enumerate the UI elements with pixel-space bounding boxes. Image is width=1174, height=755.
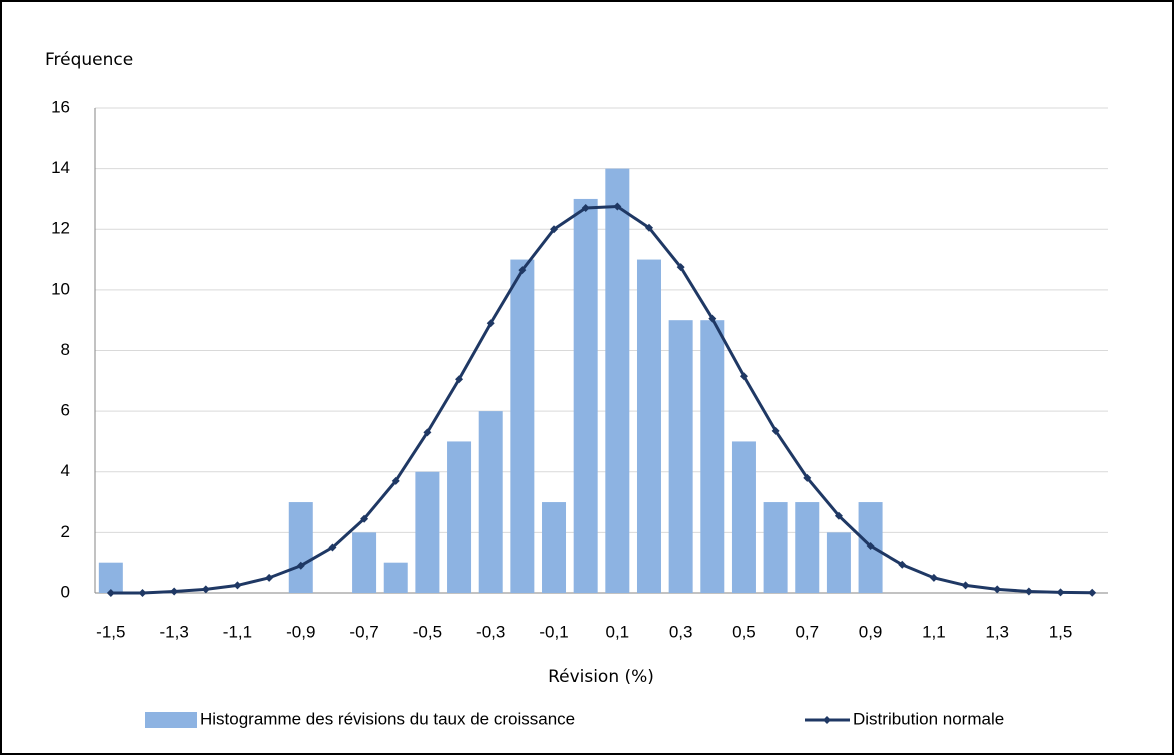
- x-tick-label: 0,9: [859, 622, 883, 641]
- y-tick-label: 10: [51, 279, 70, 298]
- x-tick-label: -1,3: [159, 622, 188, 641]
- line-marker: [993, 585, 1002, 594]
- line-marker: [929, 573, 938, 582]
- bar: [605, 168, 630, 593]
- bar: [763, 502, 788, 593]
- bar: [447, 441, 472, 593]
- bar: [383, 562, 408, 593]
- bar: [478, 411, 503, 593]
- line-marker: [138, 589, 147, 597]
- y-tick-label: 12: [51, 219, 70, 238]
- x-tick-label: 0,5: [732, 622, 756, 641]
- line-marker: [739, 372, 748, 381]
- x-tick-label: -1,1: [223, 622, 252, 641]
- line-marker: [550, 225, 559, 234]
- y-tick-label: 0: [61, 582, 70, 601]
- bar: [795, 502, 820, 593]
- line-marker: [1024, 587, 1033, 596]
- line-marker: [391, 476, 400, 485]
- bar: [700, 320, 725, 593]
- line-marker: [1056, 588, 1065, 597]
- y-tick-label: 16: [51, 97, 70, 116]
- x-tick-label: 1,5: [1049, 622, 1073, 641]
- x-tick-label: -0,5: [413, 622, 442, 641]
- y-axis-label: Fréquence: [45, 50, 133, 70]
- x-tick-label: 1,1: [922, 622, 946, 641]
- y-tick-label: 6: [61, 401, 70, 420]
- bar: [510, 259, 535, 593]
- line-marker: [423, 428, 432, 437]
- line-marker: [455, 375, 464, 384]
- x-axis-label: Révision (%): [548, 667, 654, 687]
- line-marker: [328, 543, 337, 552]
- line-marker: [265, 573, 274, 582]
- line-marker: [1088, 588, 1097, 597]
- x-tick-label: -0,1: [539, 622, 568, 641]
- bar: [668, 320, 693, 593]
- bar: [98, 562, 123, 593]
- bar: [542, 502, 567, 593]
- line-marker: [803, 473, 812, 482]
- bar: [573, 198, 598, 593]
- line-marker: [898, 560, 907, 569]
- line-marker: [296, 561, 305, 570]
- line-marker: [644, 223, 653, 232]
- line-marker: [106, 589, 115, 597]
- line-marker: [360, 514, 369, 523]
- y-tick-label: 8: [61, 340, 70, 359]
- x-tick-label: -0,9: [286, 622, 315, 641]
- line-marker: [676, 263, 685, 272]
- line-marker: [613, 202, 622, 211]
- bar: [415, 471, 440, 593]
- x-tick-label: 1,3: [985, 622, 1009, 641]
- legend-swatch: [145, 712, 197, 728]
- x-tick-label: -0,3: [476, 622, 505, 641]
- bar: [731, 441, 756, 593]
- y-tick-label: 14: [51, 158, 70, 177]
- x-tick-label: -1,5: [96, 622, 125, 641]
- x-tick-label: 0,3: [669, 622, 693, 641]
- line-marker: [581, 204, 590, 213]
- line-marker: [771, 426, 780, 435]
- line-marker: [834, 511, 843, 520]
- line-marker: [518, 266, 527, 275]
- legend-marker: [823, 716, 831, 724]
- line-marker: [233, 581, 242, 590]
- legend-label: Distribution normale: [853, 709, 1004, 728]
- line: [110, 204, 1093, 595]
- bar: [352, 532, 377, 593]
- line-marker: [708, 314, 717, 323]
- y-tick-label: 2: [61, 522, 70, 541]
- bar: [288, 502, 313, 593]
- y-tick-label: 4: [61, 461, 70, 480]
- bar: [826, 532, 851, 593]
- line-marker: [866, 542, 875, 551]
- bar: [636, 259, 661, 593]
- legend-label: Histogramme des révisions du taux de cro…: [200, 709, 575, 728]
- line-marker: [201, 585, 210, 594]
- line-marker: [486, 319, 495, 328]
- x-tick-label: 0,1: [606, 622, 630, 641]
- x-tick-label: -0,7: [349, 622, 378, 641]
- line-marker: [170, 587, 179, 596]
- line-marker: [961, 581, 970, 590]
- x-tick-label: 0,7: [795, 622, 819, 641]
